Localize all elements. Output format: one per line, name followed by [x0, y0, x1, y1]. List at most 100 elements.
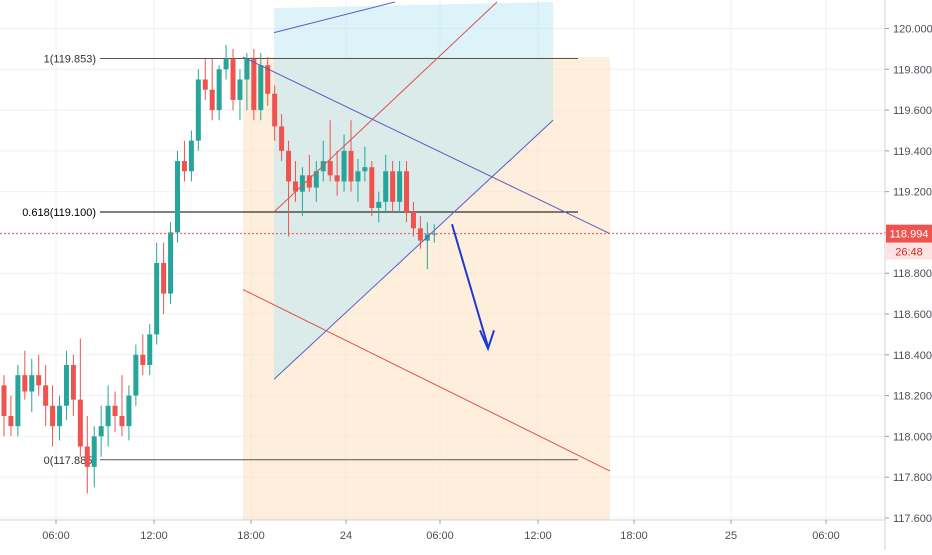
- fib-level-618-label: 0.618(119.100): [22, 207, 96, 219]
- candle-body: [355, 171, 361, 182]
- candle-body: [147, 334, 153, 365]
- candle-body: [154, 263, 160, 335]
- price-tick-label: 118.600: [893, 309, 932, 321]
- time-tick-label: 24: [340, 530, 352, 542]
- candle-body: [70, 364, 76, 400]
- projection-arrow-head: [479, 329, 495, 352]
- price-tick-label: 117.600: [893, 513, 932, 525]
- candle-body: [383, 171, 389, 202]
- candle-body: [376, 201, 382, 208]
- channel-lower-line: [273, 119, 554, 380]
- time-tick-label: 06:00: [812, 530, 840, 542]
- candle-body: [306, 175, 312, 188]
- candle-body: [84, 446, 90, 467]
- countdown-value: 26:48: [895, 247, 923, 259]
- candle-body: [348, 150, 354, 182]
- candle-body: [91, 436, 97, 467]
- candle-body: [244, 59, 250, 80]
- candle-body: [265, 65, 271, 94]
- channel-mid-line: [273, 1, 498, 213]
- candle-body: [397, 171, 403, 202]
- candle-body: [404, 171, 410, 213]
- candle-body: [126, 395, 132, 427]
- candle-body: [410, 212, 416, 229]
- time-tick-label: 12:00: [524, 530, 552, 542]
- projection-arrow: [451, 223, 489, 347]
- candle-body: [50, 405, 56, 427]
- candle-body: [362, 167, 368, 172]
- candle-body: [299, 175, 305, 192]
- candle-body: [140, 354, 146, 365]
- candle-body: [237, 79, 243, 100]
- price-tick-label: 119.800: [893, 64, 932, 76]
- last-price-badge: [886, 224, 932, 243]
- time-tick-label: 18:00: [620, 530, 648, 542]
- candle-body: [216, 69, 222, 111]
- lower-red-line: [242, 289, 611, 472]
- channel-fill: [274, 2, 553, 380]
- price-tick-label: 118.200: [893, 391, 932, 403]
- price-tick-label: 118.000: [893, 431, 932, 443]
- time-axis: [0, 520, 885, 550]
- candle-body: [161, 263, 167, 294]
- candle-body: [390, 171, 396, 202]
- price-tick-label: 118.800: [893, 268, 932, 280]
- candle-body: [22, 375, 28, 392]
- candle-body: [98, 426, 104, 437]
- candle-body: [272, 93, 278, 127]
- candle-body: [1, 385, 7, 416]
- candle-body: [431, 233, 437, 235]
- candle-body: [57, 405, 63, 427]
- candle-body: [334, 175, 340, 182]
- candle-body: [188, 140, 194, 172]
- price-tick-label: 120.000: [893, 24, 932, 36]
- price-tick-label: 119.600: [893, 105, 932, 117]
- candle-body: [209, 89, 215, 111]
- price-tick-label: 117.800: [893, 472, 932, 484]
- candle-body: [369, 167, 375, 208]
- last-price-value: 118.994: [890, 229, 929, 241]
- candle-body: [112, 405, 118, 416]
- candle-body: [105, 405, 111, 427]
- candle-body: [223, 59, 229, 70]
- candle-body: [292, 181, 298, 192]
- candle-body: [8, 415, 14, 427]
- time-tick-label: 25: [725, 530, 737, 542]
- candle-body: [175, 161, 180, 233]
- fib-level-1-label: 1(119.853): [44, 53, 96, 65]
- price-axis: [885, 0, 932, 550]
- candle-body: [195, 79, 201, 141]
- candle-body: [63, 364, 69, 406]
- time-tick-label: 18:00: [237, 530, 265, 542]
- time-tick-label: 06:00: [42, 530, 70, 542]
- triangle-upper-line: [242, 56, 611, 235]
- candle-body: [133, 354, 139, 396]
- candle-body: [286, 150, 292, 182]
- candle-body: [119, 415, 125, 427]
- candle-body: [15, 375, 21, 427]
- price-tick-label: 119.400: [893, 146, 932, 158]
- candle-body: [251, 59, 257, 111]
- candle-body: [341, 150, 347, 182]
- price-tick-label: 119.200: [893, 187, 932, 199]
- candle-body: [417, 228, 423, 241]
- time-tick-label: 12:00: [140, 530, 168, 542]
- candle-body: [168, 232, 174, 294]
- channel-upper-line: [273, 1, 396, 34]
- candle-body: [202, 79, 208, 90]
- candle-body: [29, 375, 35, 392]
- candle-body: [230, 59, 236, 100]
- candle-body: [313, 171, 319, 188]
- candle-body: [36, 375, 42, 386]
- candle-body: [258, 65, 264, 111]
- candle-body: [77, 399, 83, 447]
- price-tick-label: 118.400: [893, 350, 932, 362]
- candle-body: [279, 126, 285, 151]
- countdown-badge: [886, 243, 932, 260]
- time-tick-label: 06:00: [426, 530, 454, 542]
- fib-level-0-label: 0(117.885): [44, 455, 96, 467]
- candle-body: [43, 385, 49, 406]
- candle-body: [181, 161, 187, 172]
